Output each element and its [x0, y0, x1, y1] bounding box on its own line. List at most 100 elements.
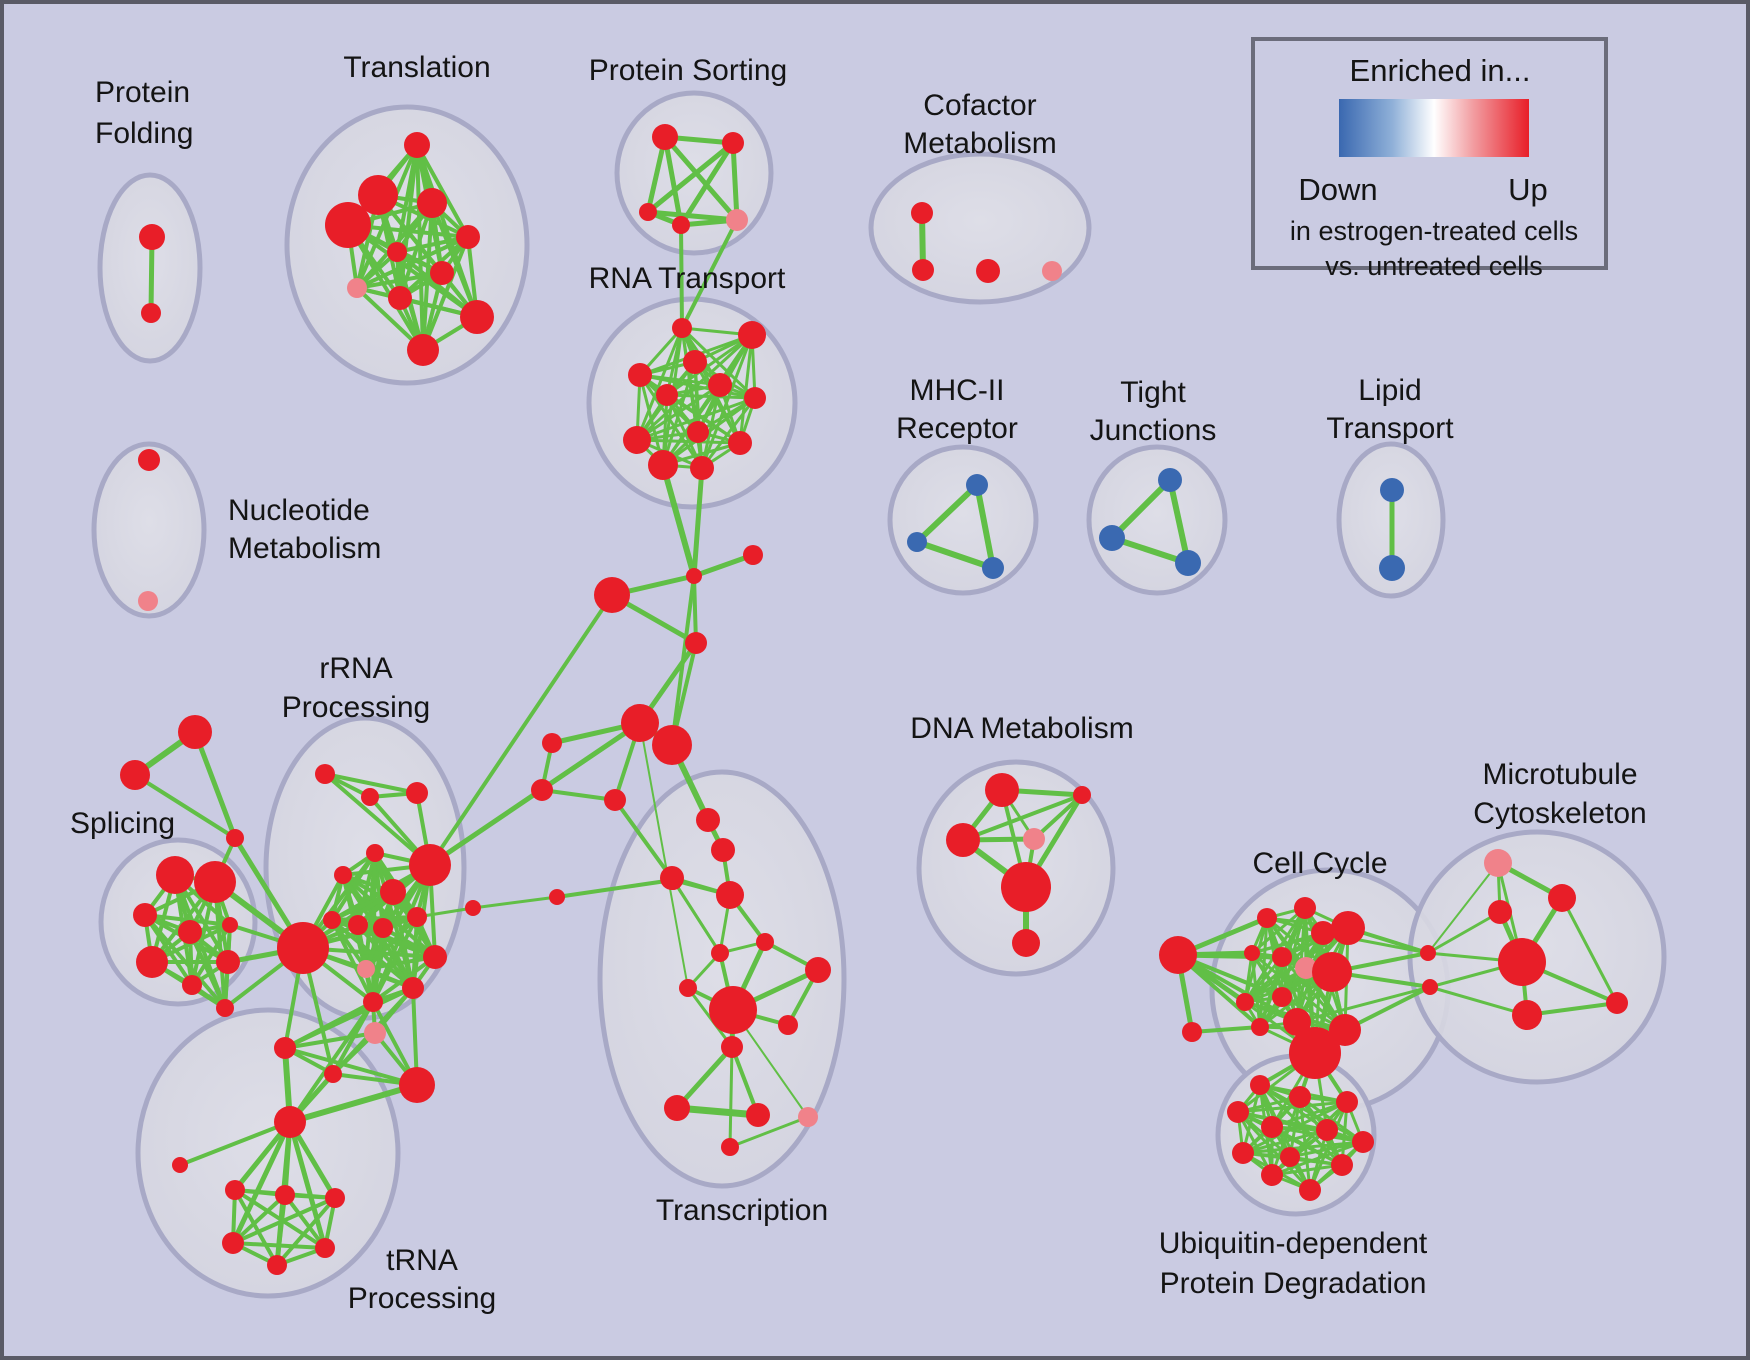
legend-subtitle-line2: vs. untreated cells [1325, 251, 1543, 281]
transcription-edge [728, 1045, 734, 1149]
transcription-edge [730, 1045, 760, 1117]
dna-metabolism-node-1 [1073, 786, 1091, 804]
hub-connectors-edge [613, 798, 675, 882]
mhc-ii-receptor-node-1 [907, 532, 927, 552]
rna-transport-node-1 [738, 321, 766, 349]
microtubule-cytoskeleton-node-3 [1498, 938, 1546, 986]
mhc-ii-receptor-node-2 [982, 557, 1004, 579]
hub-connectors-node-4 [621, 704, 659, 742]
ubiquitin-degradation-node-9 [1331, 1154, 1353, 1176]
rna-transport-edge [635, 383, 722, 442]
inter-cluster-edge [1426, 910, 1502, 955]
trna-processing-node-4 [325, 1188, 345, 1208]
hub-connectors-node-1 [743, 545, 763, 565]
splicing-edge [188, 930, 227, 1010]
protein-folding-label: Folding [95, 117, 193, 150]
translation-node-0 [404, 132, 430, 158]
translation-node-10 [407, 334, 439, 366]
cofactor-metabolism-node-0 [911, 202, 933, 224]
network-edges [132, 134, 1619, 1268]
trna-processing-label: tRNA [386, 1244, 458, 1277]
translation-node-8 [388, 286, 412, 310]
rrna-processing-node-13 [363, 992, 383, 1012]
transcription-node-10 [721, 1036, 743, 1058]
splicing-node-8 [216, 999, 234, 1017]
hub-connectors-node-2 [594, 577, 630, 613]
hub-connectors-node-6 [542, 733, 562, 753]
rrna-processing-edge [371, 915, 419, 1004]
ubiquitin-degradation-node-7 [1232, 1142, 1254, 1164]
translation-edge [355, 271, 444, 290]
translation-node-7 [347, 278, 367, 298]
transcription-edge [686, 986, 734, 1049]
cell-cycle-node-11 [1272, 987, 1292, 1007]
translation-edge [395, 250, 479, 319]
translation-node-1 [358, 175, 398, 215]
cell-cycle-node-14 [1289, 1027, 1341, 1079]
cell-cycle-node-8 [1295, 957, 1317, 979]
dna-metabolism-node-2 [946, 823, 980, 857]
rrna-processing-edge [323, 772, 419, 795]
cell-cycle-node-5 [1331, 911, 1365, 945]
dna-metabolism-node-4 [1001, 862, 1051, 912]
transcription-node-6 [805, 957, 831, 983]
translation-node-4 [456, 225, 480, 249]
trna-processing-edge [233, 1188, 279, 1267]
transcription-node-9 [778, 1015, 798, 1035]
hub-connectors-edge [691, 552, 756, 579]
cofactor-metabolism-node-1 [912, 259, 934, 281]
splicing-node-5 [136, 946, 168, 978]
rrna-processing-node-12 [357, 960, 375, 978]
mhc-ii-receptor-ellipse [887, 444, 1039, 596]
hub-connectors-node-10 [465, 900, 481, 916]
ubiquitin-degradation-edge [1270, 1140, 1365, 1177]
trna-processing-node-7 [267, 1255, 287, 1275]
hub-connectors-node-9 [549, 889, 565, 905]
inter-cluster-edge [287, 1082, 420, 1125]
ubiquitin-degradation-node-1 [1289, 1086, 1311, 1108]
legend-up-label: Up [1508, 172, 1548, 207]
rrna-processing-edge [364, 915, 419, 971]
rna-transport-node-5 [656, 384, 678, 406]
transcription-node-0 [696, 808, 720, 832]
protein-sorting-label: Protein Sorting [589, 54, 787, 87]
translation-edge [346, 223, 425, 352]
rna-transport-node-4 [708, 373, 732, 397]
transcription-node-1 [711, 838, 735, 862]
cofactor-metabolism-label: Metabolism [903, 127, 1056, 160]
ubiquitin-degradation-node-11 [1299, 1179, 1321, 1201]
cell-cycle-node-3 [1294, 897, 1316, 919]
protein-sorting-node-3 [672, 216, 690, 234]
transcription-node-7 [679, 979, 697, 997]
splicing-triangle-edge [133, 773, 237, 840]
rrna-processing-node-17 [324, 1065, 342, 1083]
rrna-processing-node-4 [366, 844, 384, 862]
mhc-ii-receptor-edge [914, 539, 996, 571]
translation-edge [415, 143, 470, 239]
splicing-label: Splicing [70, 807, 175, 840]
splicing-node-1 [194, 861, 236, 903]
dna-metabolism-node-5 [1012, 929, 1040, 957]
splicing-edge [143, 913, 232, 927]
legend-subtitle-line1: in estrogen-treated cells [1290, 216, 1578, 246]
rna-transport-node-7 [623, 426, 651, 454]
trna-processing-node-2 [225, 1180, 245, 1200]
splicing-edge [213, 880, 227, 1010]
rrna-processing-node-15 [277, 922, 329, 974]
trna-processing-node-5 [222, 1232, 244, 1254]
mhc-ii-receptor-edge [914, 482, 980, 545]
translation-edge [395, 235, 470, 254]
ubiquitin-degradation-edge [1241, 1128, 1329, 1155]
protein-sorting-edge [662, 134, 740, 223]
trna-processing-node-0 [274, 1106, 306, 1138]
ubiquitin-degradation-node-10 [1261, 1164, 1283, 1186]
dna-metabolism-node-3 [1023, 828, 1045, 850]
splicing-triangle-edge [192, 729, 238, 841]
cell-cycle-edge [1250, 906, 1307, 955]
microtubule-cytoskeleton-edge [1560, 896, 1619, 1005]
rna-transport-node-8 [687, 421, 709, 443]
trna-processing-edge [231, 1196, 337, 1245]
inter-cluster-edge [428, 593, 614, 867]
trna-processing-node-3 [275, 1185, 295, 1205]
